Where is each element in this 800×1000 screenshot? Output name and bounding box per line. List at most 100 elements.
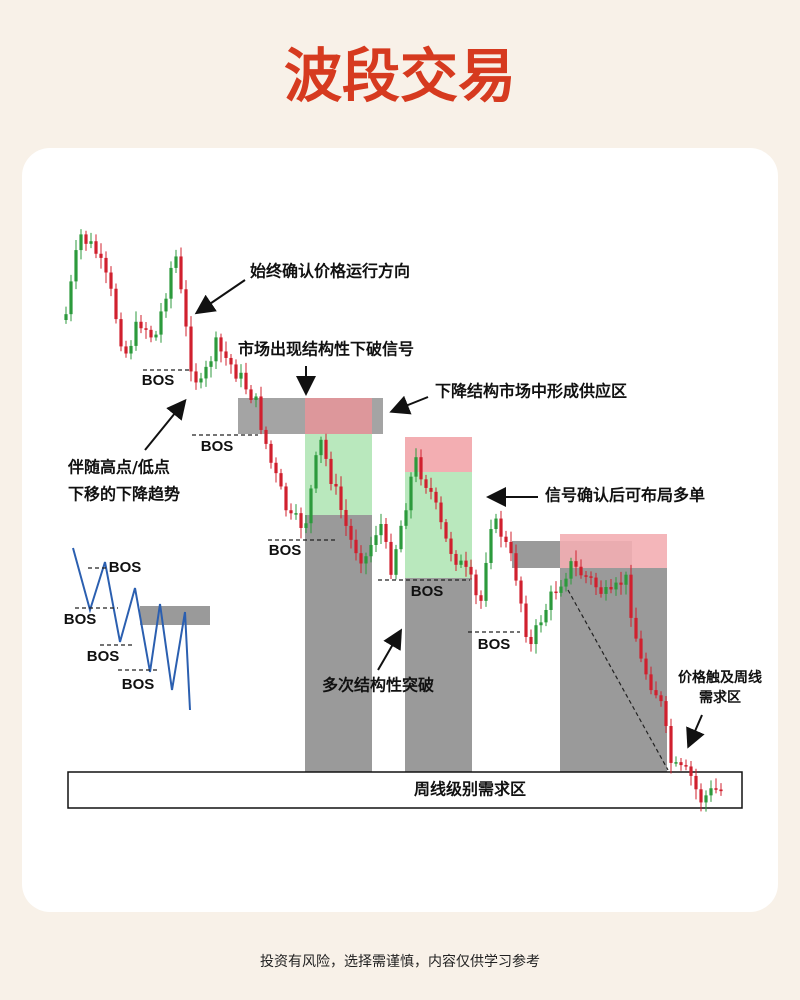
candle bbox=[269, 443, 273, 463]
candle bbox=[349, 525, 353, 540]
candle bbox=[184, 289, 188, 327]
candle bbox=[259, 396, 263, 430]
candle bbox=[84, 234, 88, 244]
candle bbox=[549, 591, 553, 610]
candle bbox=[249, 389, 253, 400]
bos-label: BOS bbox=[64, 611, 97, 628]
candle bbox=[134, 321, 138, 346]
candle bbox=[144, 328, 148, 330]
candle bbox=[94, 241, 98, 254]
candle bbox=[119, 319, 123, 347]
candle bbox=[599, 587, 603, 594]
candle bbox=[669, 726, 673, 763]
candle bbox=[154, 334, 158, 338]
candle bbox=[684, 765, 688, 767]
candle bbox=[584, 575, 588, 577]
annotation: 下移的下降趋势 bbox=[68, 485, 180, 504]
candle bbox=[124, 346, 128, 354]
candle bbox=[169, 267, 173, 299]
candle bbox=[609, 587, 613, 590]
bos-label: BOS bbox=[478, 636, 511, 653]
inset-zone bbox=[140, 606, 210, 625]
candle bbox=[159, 311, 163, 335]
candle bbox=[639, 638, 643, 659]
candle bbox=[174, 256, 178, 268]
annotation: 信号确认后可布局多单 bbox=[545, 486, 705, 505]
candle bbox=[619, 582, 623, 585]
candle bbox=[254, 396, 258, 400]
candle bbox=[664, 701, 668, 727]
candle bbox=[199, 378, 203, 383]
candle bbox=[389, 541, 393, 575]
candle bbox=[359, 553, 363, 564]
candle bbox=[419, 457, 423, 480]
candle bbox=[104, 257, 108, 273]
zone-label: 周线级别需求区 bbox=[414, 780, 526, 799]
candle bbox=[149, 329, 153, 338]
candle bbox=[439, 502, 443, 523]
annotation: 伴随高点/低点 bbox=[67, 458, 170, 477]
candle bbox=[79, 234, 83, 251]
candle bbox=[179, 256, 183, 290]
candle bbox=[69, 281, 73, 315]
candle bbox=[414, 457, 418, 477]
candle bbox=[264, 429, 268, 444]
candle bbox=[294, 513, 298, 515]
candle bbox=[194, 371, 198, 383]
candle bbox=[629, 574, 633, 618]
annotation: 多次结构性突破 bbox=[322, 676, 434, 695]
candle bbox=[679, 762, 683, 766]
candles bbox=[64, 229, 658, 699]
candle bbox=[594, 577, 598, 588]
candle bbox=[564, 578, 568, 587]
candle bbox=[534, 625, 538, 645]
candle bbox=[449, 538, 453, 554]
zone bbox=[405, 578, 472, 772]
candle bbox=[334, 483, 338, 487]
candle bbox=[279, 473, 283, 487]
candle bbox=[654, 690, 658, 696]
candle bbox=[514, 553, 518, 581]
candle bbox=[284, 486, 288, 511]
bos-label: BOS bbox=[201, 438, 234, 455]
candle bbox=[634, 617, 638, 639]
candle bbox=[649, 674, 653, 691]
arrow bbox=[686, 714, 705, 749]
candle bbox=[379, 523, 383, 536]
candle bbox=[219, 337, 223, 352]
candle bbox=[689, 766, 693, 776]
candle bbox=[99, 253, 103, 258]
bos-label: BOS bbox=[142, 372, 175, 389]
candle bbox=[499, 518, 503, 537]
candle bbox=[339, 486, 343, 510]
candle bbox=[274, 462, 278, 474]
candle bbox=[204, 366, 208, 379]
candle bbox=[409, 476, 413, 511]
candle bbox=[604, 587, 608, 594]
candle bbox=[574, 561, 578, 567]
candle bbox=[674, 762, 678, 764]
candle bbox=[64, 314, 68, 320]
candle bbox=[454, 553, 458, 565]
candle bbox=[364, 556, 368, 564]
annotation: 需求区 bbox=[699, 689, 741, 706]
candle bbox=[429, 487, 433, 492]
candle bbox=[569, 561, 573, 579]
candle bbox=[714, 788, 718, 790]
demand-zone bbox=[67, 771, 743, 809]
candle bbox=[319, 439, 323, 456]
candle bbox=[304, 523, 308, 528]
candle bbox=[229, 357, 233, 365]
inset-trend bbox=[72, 547, 191, 711]
candle bbox=[479, 595, 483, 601]
candle bbox=[464, 560, 468, 567]
candle bbox=[354, 539, 358, 554]
candle bbox=[434, 491, 438, 503]
candle bbox=[289, 510, 293, 514]
candle bbox=[374, 535, 378, 545]
candle bbox=[139, 321, 143, 329]
candle bbox=[114, 288, 118, 320]
arrow bbox=[389, 395, 429, 415]
bos-label: BOS bbox=[411, 583, 444, 600]
